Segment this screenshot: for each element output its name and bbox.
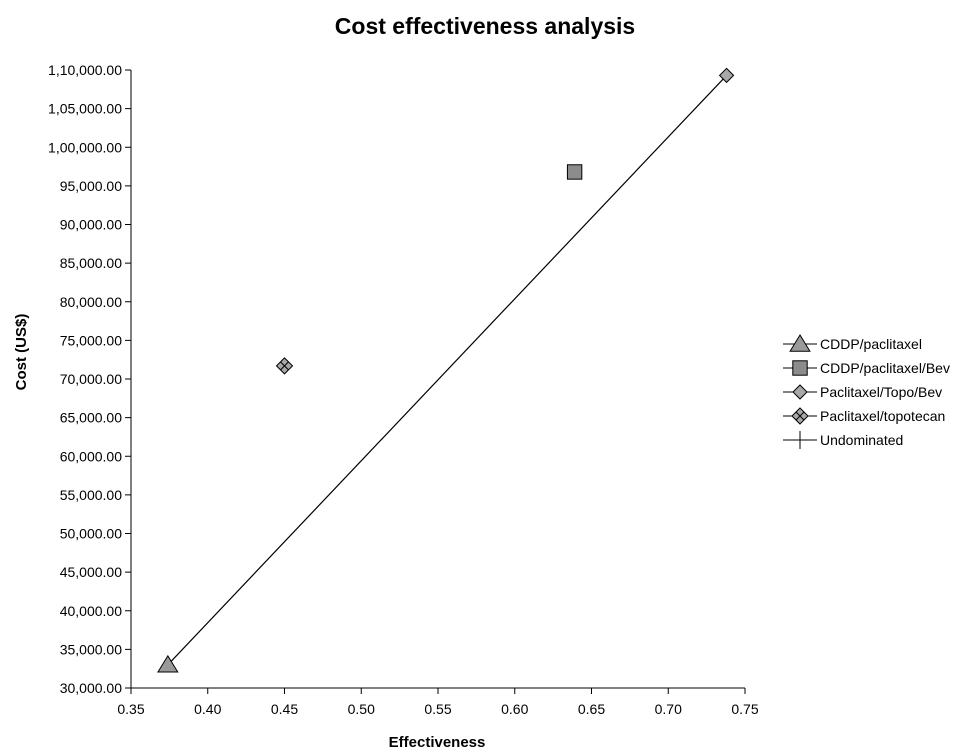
data-point-paclitaxel-topotecan [275, 357, 294, 375]
legend-swatch [789, 334, 811, 352]
x-tick-label: 0.65 [578, 701, 605, 717]
x-tick-label: 0.75 [731, 701, 758, 717]
y-tick-label: 1,00,000.00 [48, 139, 122, 155]
y-tick-label: 95,000.00 [60, 178, 122, 194]
y-tick-label: 60,000.00 [60, 448, 122, 464]
legend-label: Paclitaxel/Topo/Bev [820, 384, 942, 400]
x-tick-label: 0.70 [655, 701, 682, 717]
y-tick-label: 90,000.00 [60, 217, 122, 233]
y-tick-label: 65,000.00 [60, 410, 122, 426]
y-tick-label: 1,05,000.00 [48, 101, 122, 117]
y-tick-label: 35,000.00 [60, 641, 122, 657]
x-tick-label: 0.40 [194, 701, 221, 717]
legend-item-paclitaxel-topo-bev: Paclitaxel/Topo/Bev [783, 384, 942, 400]
y-tick-label: 55,000.00 [60, 487, 122, 503]
y-tick-label: 70,000.00 [60, 371, 122, 387]
y-tick-label: 40,000.00 [60, 603, 122, 619]
undominated-frontier-line [167, 74, 728, 666]
y-tick-label: 85,000.00 [60, 255, 122, 271]
y-tick-label: 50,000.00 [60, 526, 122, 542]
x-tick-label: 0.50 [348, 701, 375, 717]
legend-swatch [792, 384, 808, 400]
y-tick-label: 45,000.00 [60, 564, 122, 580]
legend-label: CDDP/paclitaxel/Bev [820, 360, 950, 376]
legend-item-paclitaxel-topotecan: Paclitaxel/topotecan [783, 407, 945, 425]
data-point-cddp-paclitaxel [157, 654, 179, 673]
y-tick-label: 80,000.00 [60, 294, 122, 310]
axes: 30,000.00 35,000.00 40,000.00 45,000.00 50,0… [48, 62, 759, 717]
legend: CDDP/paclitaxel CDDP/paclitaxel/Bev Paclit… [783, 334, 950, 449]
legend-swatch [791, 407, 809, 425]
x-tick-label: 0.35 [117, 701, 144, 717]
legend-item-undominated: Undominated [783, 431, 903, 449]
data-point-cddp-paclitaxel-bev [566, 164, 583, 180]
legend-label: Undominated [820, 432, 903, 448]
plot-area [157, 67, 735, 673]
x-tick-label: 0.55 [424, 701, 451, 717]
chart-title: Cost effectiveness analysis [335, 13, 635, 39]
legend-item-cddp-paclitaxel: CDDP/paclitaxel [783, 334, 922, 352]
y-axis-title: Cost (US$) [13, 314, 30, 391]
legend-item-cddp-paclitaxel-bev: CDDP/paclitaxel/Bev [783, 360, 950, 376]
x-tick-label: 0.60 [501, 701, 528, 717]
y-tick-label: 30,000.00 [60, 680, 122, 696]
y-tick-label: 1,10,000.00 [48, 62, 122, 78]
data-point-paclitaxel-topo-bev [718, 67, 735, 84]
legend-swatch [792, 360, 808, 376]
legend-label: CDDP/paclitaxel [820, 336, 922, 352]
x-axis-title: Effectiveness [389, 734, 486, 750]
y-tick-label: 75,000.00 [60, 332, 122, 348]
legend-label: Paclitaxel/topotecan [820, 408, 945, 424]
x-tick-label: 0.45 [271, 701, 298, 717]
